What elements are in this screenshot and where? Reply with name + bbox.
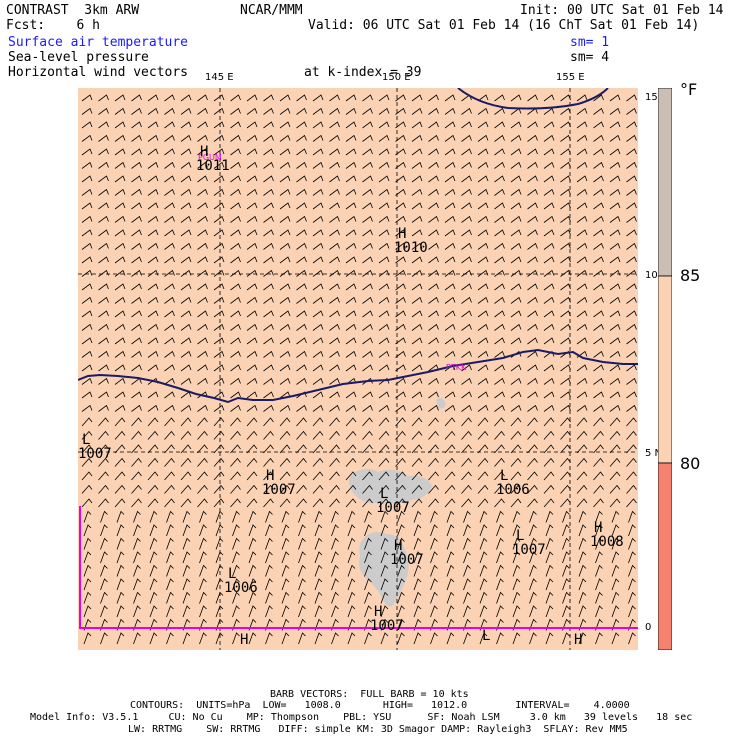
model-info-line1: Model Info: V3.5.1 CU: No Cu MP: Thompso… [30,712,693,723]
pressure-center-symbol: H [200,144,208,160]
lat-label-equator: 0 [645,622,652,633]
lat-label-15n: 15 N [645,92,669,103]
colorbar-label-85: 85 [680,266,701,285]
pressure-center-symbol: H [374,604,382,620]
pressure-center-symbol: L [516,528,524,544]
pressure-center-value: 1006 [224,580,258,596]
lat-lon-grid [78,88,638,650]
pressure-contour-1008 [78,348,638,404]
lon-label-150: 150 E [382,72,411,83]
pressure-center-symbol: H [574,632,582,648]
pressure-center-value: 1010 [394,240,428,256]
station-pgum: PGUM [198,153,222,162]
model-info-line2: LW: RRTMG SW: RRTMG DIFF: simple KM: 3D … [128,724,628,735]
wind-barbs [81,94,637,645]
vertical-level: at k-index = 39 [304,65,422,80]
model-title: CONTRAST 3km ARW [6,3,140,18]
lat-label-5n: 5 N [645,448,663,459]
pressure-center-value: 1007 [376,500,410,516]
field-pressure-smoothing: sm= 4 [570,50,610,65]
pressure-center-symbol: H [266,468,274,484]
field-wind: Horizontal wind vectors [8,65,189,80]
station-ptkk: PTKK [446,363,467,372]
pressure-center-symbol: L [380,486,388,502]
pressure-center-value: 1007 [390,552,424,568]
forecast-hour: Fcst: 6 h [6,18,100,33]
pressure-center-value: 1008 [590,534,624,550]
station-labels: PGUM PTKK [198,153,467,372]
pressure-center-symbol: L [82,432,90,448]
center-title: NCAR/MMM [240,3,303,18]
colorbar-unit: °F [680,80,698,99]
pressure-contour-1012 [457,88,609,110]
pressure-center-value: 1007 [370,618,404,634]
colorbar-label-80: 80 [680,454,701,473]
lon-label-145: 145 E [205,72,234,83]
pressure-center-symbol: L [482,628,490,644]
init-time: Init: 00 UTC Sat 01 Feb 14 [520,3,724,18]
lat-label-10n: 10 N [645,270,669,281]
pressure-center-symbol: L [500,468,508,484]
pressure-center-value: 1007 [262,482,296,498]
field-temperature: Surface air temperature [8,35,189,50]
pressure-center-value: 1007 [512,542,546,558]
pressure-center-symbol: H [594,520,602,536]
valid-time: Valid: 06 UTC Sat 01 Feb 14 (16 ChT Sat … [308,18,700,33]
pressure-center-symbol: H [398,226,406,242]
field-pressure: Sea-level pressure [8,50,149,65]
pressure-center-value: 1011 [196,158,230,174]
pressure-center-value: 1007 [78,446,112,462]
boundary-line [79,506,638,629]
temperature-colorbar [658,88,672,650]
pressure-center-symbol: H [394,538,402,554]
pressure-center-symbol: H [240,632,248,648]
pressure-center-value: 1006 [496,482,530,498]
field-temperature-smoothing: sm= 1 [570,35,610,50]
barb-legend: BARB VECTORS: FULL BARB = 10 kts [270,689,469,700]
pressure-center-symbol: L [228,566,236,582]
contour-info: CONTOURS: UNITS=hPa LOW= 1008.0 HIGH= 10… [130,700,630,711]
lon-label-155: 155 E [556,72,585,83]
